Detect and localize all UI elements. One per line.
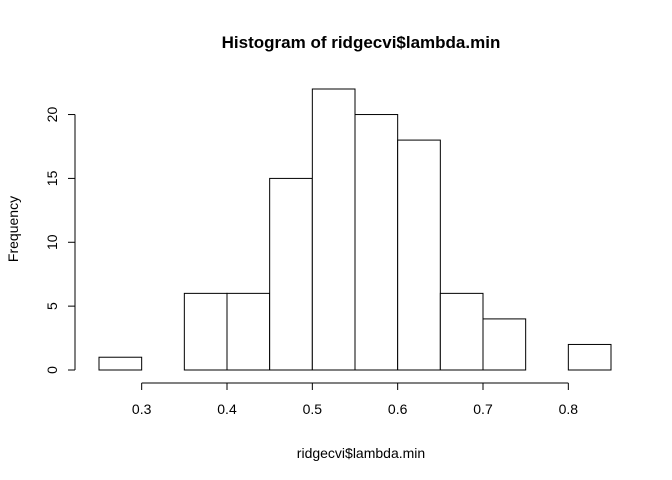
x-tick-label: 0.3: [132, 401, 152, 417]
histogram-bar-4: [269, 177, 313, 371]
x-tick-label: 0.4: [217, 401, 237, 417]
x-tick-label: 0.5: [303, 401, 323, 417]
histogram-bar-3: [226, 292, 271, 371]
x-tick-label: 0.6: [388, 401, 408, 417]
y-tick-label: 5: [44, 302, 60, 310]
histogram-bar-6: [354, 114, 399, 371]
chart-title: Histogram of ridgecvi$lambda.min: [222, 33, 501, 52]
y-axis-label: Frequency: [5, 196, 21, 262]
bars-group: [98, 88, 612, 371]
histogram-bar-9: [482, 318, 527, 371]
y-tick-label: 20: [44, 107, 60, 123]
histogram-bar-11: [567, 343, 612, 371]
y-axis: 0 5 10 15 20: [44, 107, 76, 374]
x-tick-label: 0.7: [473, 401, 493, 417]
histogram-bar-0: [98, 356, 143, 371]
y-tick-label: 10: [44, 234, 60, 250]
y-tick-label: 15: [44, 170, 60, 186]
histogram-bar-5: [311, 88, 356, 371]
histogram-bar-7: [397, 139, 441, 371]
histogram-bar-2: [183, 292, 228, 371]
x-axis: 0.3 0.4 0.5 0.6 0.7 0.8: [132, 382, 579, 417]
y-tick-label: 0: [44, 366, 60, 374]
histogram-bar-8: [439, 292, 484, 371]
x-axis-label: ridgecvi$lambda.min: [297, 445, 425, 461]
x-tick-label: 0.8: [559, 401, 579, 417]
